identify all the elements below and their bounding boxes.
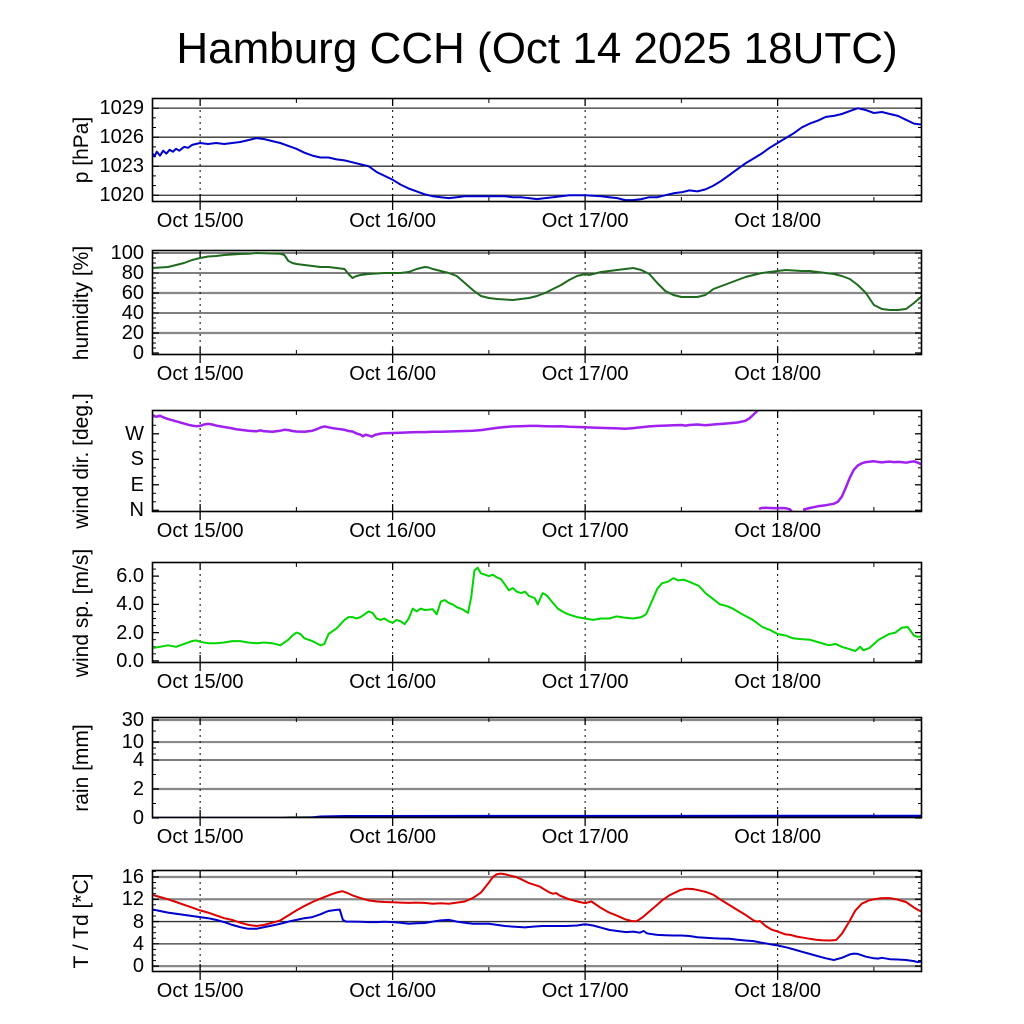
humidity-xtick-label: Oct 18/00 <box>734 363 821 385</box>
temperature_T-line <box>152 872 922 942</box>
pressure-ytick-label: 1020 <box>99 184 145 207</box>
wind_dir-ytick-label: E <box>130 473 144 496</box>
pressure-line <box>152 107 922 202</box>
wind_dir-ytick-label: S <box>130 448 144 471</box>
humidity-ytick-label: 60 <box>121 282 144 304</box>
wind_direction-line <box>802 460 922 511</box>
temperature-xtick-label: Oct 16/00 <box>349 980 436 1002</box>
rain-ytick-label: 30 <box>121 709 144 732</box>
rain-xtick-label: Oct 15/00 <box>156 826 244 848</box>
humidity-line <box>152 252 922 311</box>
wind_dir-xtick-label: Oct 18/00 <box>734 520 821 542</box>
pressure-plot <box>151 97 923 210</box>
humidity-ytick-label: 0 <box>132 342 144 364</box>
humidity-ytick-label: 80 <box>121 262 144 284</box>
humidity-xtick-label: Oct 16/00 <box>349 363 436 385</box>
dewpoint_Td-line <box>152 908 922 964</box>
wind_speed-ytick-label: 2.0 <box>116 621 144 644</box>
humidity-xtick-label: Oct 17/00 <box>541 363 629 385</box>
wind_speed-plot <box>151 561 923 671</box>
rain-plot <box>151 716 923 826</box>
wind_speed-ytick-label: 6.0 <box>116 565 144 588</box>
wind_dir-plot <box>151 409 923 520</box>
wind_speed-line <box>152 566 922 652</box>
temperature-ytick-label: 16 <box>121 865 144 888</box>
wind_direction-line <box>758 506 793 512</box>
pressure-xtick-label: Oct 16/00 <box>349 210 436 232</box>
humidity-plot <box>151 249 923 363</box>
rain-xtick-label: Oct 18/00 <box>734 826 821 848</box>
temperature-ytick-label: 4 <box>132 932 144 955</box>
chart-title: Hamburg CCH (Oct 14 2025 18UTC) <box>176 24 898 73</box>
temperature-plot <box>151 869 923 980</box>
wind_speed-xtick-label: Oct 17/00 <box>541 671 629 693</box>
humidity-ytick-label: 100 <box>110 242 144 264</box>
temperature-xtick-label: Oct 17/00 <box>541 980 629 1002</box>
rain-xtick-label: Oct 17/00 <box>541 826 629 848</box>
wind_dir-xtick-label: Oct 15/00 <box>156 520 244 542</box>
rain-ytick-label: 4 <box>132 749 144 772</box>
humidity-xtick-label: Oct 15/00 <box>156 363 244 385</box>
rain-xtick-label: Oct 16/00 <box>349 826 436 848</box>
pressure-ytick-label: 1023 <box>99 155 145 178</box>
wind_speed-ytick-label: 0.0 <box>116 649 144 672</box>
temperature-ytick-label: 8 <box>132 910 144 933</box>
rain-ytick-label: 2 <box>132 778 144 800</box>
pressure-xtick-label: Oct 18/00 <box>734 210 821 232</box>
wind_dir-ytick-label: W <box>125 422 144 445</box>
pressure-xtick-label: Oct 17/00 <box>541 210 629 232</box>
wind_dir-xtick-label: Oct 16/00 <box>349 520 436 542</box>
rain-ytick-label: 0 <box>132 807 144 829</box>
temperature-xtick-label: Oct 15/00 <box>156 980 244 1002</box>
humidity-ytick-label: 40 <box>121 302 144 324</box>
wind_speed-ytick-label: 4.0 <box>116 593 144 616</box>
pressure-xtick-label: Oct 15/00 <box>156 210 244 232</box>
wind_dir-ytick-label: N <box>129 499 144 522</box>
temperature-ytick-label: 12 <box>121 888 144 911</box>
pressure-ytick-label: 1026 <box>99 126 145 149</box>
wind_speed-xtick-label: Oct 15/00 <box>156 671 244 693</box>
wind_speed-xtick-label: Oct 16/00 <box>349 671 436 693</box>
wind_speed-xtick-label: Oct 18/00 <box>734 671 821 693</box>
rain-ytick-label: 10 <box>121 731 144 754</box>
humidity-ytick-label: 20 <box>121 322 144 344</box>
pressure-ytick-label: 1029 <box>99 97 145 120</box>
wind_direction-line <box>152 410 760 438</box>
temperature-xtick-label: Oct 18/00 <box>734 980 821 1002</box>
wind_dir-xtick-label: Oct 17/00 <box>541 520 629 542</box>
temperature-ytick-label: 0 <box>132 955 144 978</box>
